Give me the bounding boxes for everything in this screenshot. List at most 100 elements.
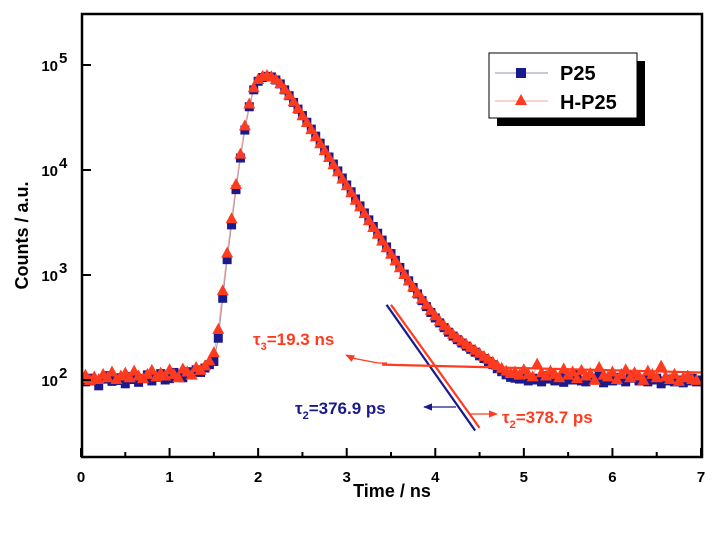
data-point-h-p25	[566, 365, 579, 377]
legend-label-p25: P25	[560, 63, 596, 85]
x-tick-label: 2	[254, 469, 262, 486]
data-point-p25	[178, 373, 188, 383]
legend-box	[488, 52, 638, 119]
legend-marker-square-icon	[516, 68, 526, 78]
data-point-h-p25	[584, 367, 597, 379]
data-point-h-p25	[225, 212, 238, 224]
annotation-label: τ2=378.7 ps	[502, 408, 593, 431]
data-point-h-p25	[318, 144, 331, 156]
data-point-h-p25	[234, 147, 247, 159]
data-point-p25	[231, 185, 241, 195]
data-point-h-p25	[411, 286, 424, 298]
data-point-p25	[537, 377, 547, 387]
x-tick-label: 3	[343, 469, 351, 486]
data-point-h-p25	[221, 246, 234, 258]
data-point-h-p25	[389, 254, 402, 266]
data-point-h-p25	[557, 362, 570, 374]
y-tick-exponent: 2	[59, 365, 67, 382]
y-tick-label: 10	[41, 163, 58, 180]
data-point-h-p25	[358, 207, 371, 219]
legend-marker-triangle-icon	[515, 94, 527, 105]
annotation-label: τ2=376.9 ps	[295, 399, 386, 422]
data-point-h-p25	[101, 371, 114, 383]
x-tick-label: 6	[608, 469, 616, 486]
data-point-p25	[227, 220, 237, 230]
y-tick-label: 10	[41, 268, 58, 285]
data-point-h-p25	[407, 280, 420, 292]
x-tick-label: 7	[697, 469, 705, 486]
data-point-h-p25	[371, 227, 384, 239]
data-point-h-p25	[323, 151, 335, 163]
y-tick-exponent: 4	[59, 155, 68, 172]
data-point-h-p25	[668, 367, 681, 379]
y-tick-label: 10	[41, 58, 58, 75]
data-point-h-p25	[327, 158, 340, 170]
data-point-h-p25	[690, 373, 702, 385]
data-point-h-p25	[349, 193, 362, 205]
data-point-h-p25	[367, 221, 380, 233]
data-point-p25	[209, 357, 219, 367]
data-point-p25	[120, 379, 130, 389]
data-point-h-p25	[159, 369, 172, 381]
data-point-h-p25	[588, 373, 601, 385]
data-point-h-p25	[230, 177, 242, 189]
data-point-h-p25	[296, 109, 309, 121]
annotations: τ3=19.3 ns τ2=376.9 ps τ2=378.7 ps	[253, 330, 593, 431]
data-point-h-p25	[238, 119, 251, 131]
data-point-h-p25	[655, 359, 668, 371]
data-point-h-p25	[376, 234, 389, 246]
data-point-p25	[213, 333, 223, 343]
data-point-h-p25	[203, 354, 216, 366]
x-tick-label: 5	[520, 469, 528, 486]
data-point-h-p25	[300, 116, 313, 128]
data-point-h-p25	[212, 322, 225, 334]
data-point-h-p25	[283, 88, 296, 100]
fit-tau3-H-P25	[382, 363, 702, 374]
data-point-h-p25	[185, 368, 198, 380]
data-point-h-p25	[336, 172, 349, 184]
data-point-h-p25	[416, 292, 428, 304]
x-tick-label: 1	[165, 469, 173, 486]
y-tick-exponent: 3	[59, 260, 67, 277]
data-point-h-p25	[145, 363, 158, 375]
data-point-h-p25	[278, 82, 291, 94]
data-point-h-p25	[106, 365, 118, 377]
data-point-h-p25	[637, 373, 650, 385]
data-point-h-p25	[123, 371, 136, 383]
data-point-p25	[94, 381, 104, 391]
data-point-p25	[568, 375, 578, 385]
x-tick-label: 0	[77, 469, 85, 486]
data-point-h-p25	[172, 371, 185, 383]
y-tick-exponent: 5	[59, 50, 67, 67]
data-point-h-p25	[385, 247, 397, 259]
data-point-h-p25	[305, 123, 318, 135]
legend: P25 H-P25	[488, 52, 645, 126]
legend-label-h-p25: H-P25	[560, 92, 617, 114]
data-point-h-p25	[243, 97, 256, 109]
plot-area	[82, 69, 702, 432]
data-point-h-p25	[398, 268, 411, 279]
x-axis-title: Time / ns	[353, 481, 431, 501]
data-point-h-p25	[402, 274, 415, 286]
data-point-p25	[222, 255, 232, 265]
data-point-h-p25	[650, 371, 663, 383]
fit-tau2-P25	[385, 304, 477, 432]
tau3-arrow	[345, 354, 387, 364]
data-point-h-p25	[345, 186, 358, 198]
annotation-label: τ3=19.3 ns	[253, 330, 334, 353]
data-point-h-p25	[207, 346, 220, 358]
data-point-h-p25	[380, 241, 393, 253]
x-tick-label: 4	[431, 469, 440, 486]
data-point-h-p25	[340, 179, 353, 191]
data-point-h-p25	[216, 284, 229, 296]
y-tick-label: 10	[41, 373, 58, 390]
data-point-p25	[594, 371, 604, 381]
data-point-h-p25	[531, 357, 544, 369]
data-point-h-p25	[292, 102, 304, 114]
data-point-h-p25	[309, 130, 322, 142]
data-point-h-p25	[420, 298, 433, 310]
data-point-h-p25	[314, 137, 327, 149]
series-group	[82, 69, 702, 432]
data-point-h-p25	[393, 261, 406, 273]
